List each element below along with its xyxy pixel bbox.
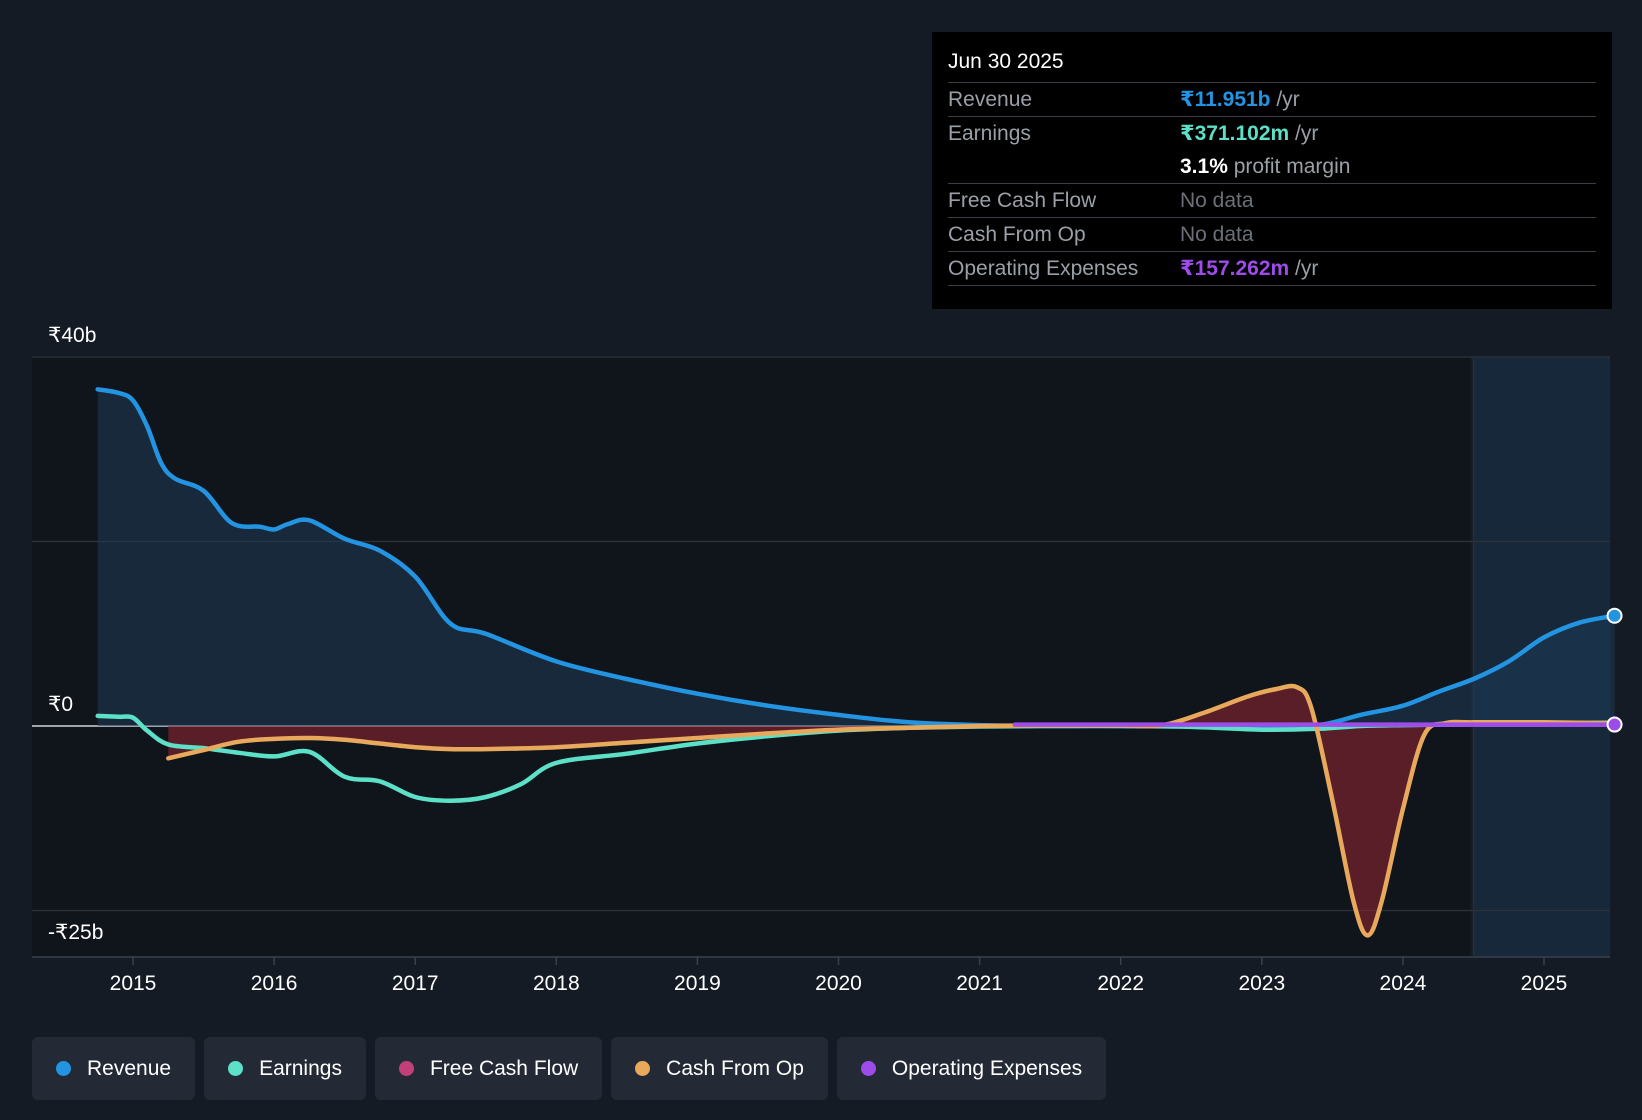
tooltip-value: No data [1180,189,1254,212]
tooltip-value: ₹371.102m [1180,122,1290,145]
legend-item-earnings[interactable]: Earnings [204,1037,366,1100]
x-tick-label: 2025 [1521,972,1568,995]
y-tick-label: ₹40b [48,324,96,347]
revenue-line [95,387,1617,729]
x-axis: 2015 2016 2017 2018 2019 2020 2021 2022 2023 2024… [110,957,1568,995]
legend-label: Cash From Op [666,1056,804,1080]
tooltip-value: ₹11.951b [1180,88,1271,111]
tooltip-unit: profit margin [1227,155,1351,178]
tooltip-label [948,150,1180,183]
tooltip-unit: /yr [1289,257,1319,280]
tooltip-row-cash-from-op: Cash From Op No data [948,218,1596,252]
x-tick-label: 2019 [674,972,721,995]
x-tick-label: 2023 [1238,972,1285,995]
tooltip-unit: /yr [1289,122,1319,145]
operating-expenses-end-marker[interactable] [1606,716,1623,733]
legend-dot-icon [228,1061,244,1076]
legend-label: Free Cash Flow [429,1056,579,1080]
series-lines [95,387,1617,938]
y-tick-label: ₹0 [48,693,73,716]
legend-label: Operating Expenses [891,1056,1083,1080]
legend-item-free-cash-flow[interactable]: Free Cash Flow [374,1037,603,1100]
tooltip-row-operating-expenses: Operating Expenses ₹157.262m /yr [948,252,1596,286]
tooltip-row-profit-margin: 3.1% profit margin [948,150,1596,184]
legend-item-revenue[interactable]: Revenue [32,1037,196,1100]
tooltip-label: Free Cash Flow [948,189,1097,212]
legend-item-cash-from-op[interactable]: Cash From Op [611,1037,828,1100]
tooltip-value: No data [1180,223,1254,246]
tooltip-label: Cash From Op [948,223,1086,246]
tooltip-label: Revenue [948,88,1033,111]
tooltip-unit: /yr [1270,88,1300,111]
legend-dot-icon [56,1061,71,1076]
revenue-end-marker[interactable] [1606,607,1623,624]
tooltip-label: Earnings [948,122,1031,145]
x-tick-label: 2015 [110,972,157,995]
tooltip-row-revenue: Revenue ₹11.951b /yr [948,83,1596,117]
tooltip-value: 3.1% [1180,155,1228,178]
tooltip-label: Operating Expenses [948,257,1139,280]
x-tick-label: 2020 [815,972,862,995]
legend-dot-icon [860,1061,876,1076]
x-tick-label: 2018 [533,972,580,995]
tooltip-date: Jun 30 2025 [948,46,1596,83]
x-tick-label: 2016 [251,972,298,995]
x-tick-label: 2024 [1380,972,1427,995]
legend-dot-icon [635,1061,651,1076]
area-fills [97,389,1615,936]
legend-item-operating-expenses[interactable]: Operating Expenses [836,1037,1107,1100]
y-axis: ₹40b ₹0 -₹25b [48,324,103,944]
x-tick-label: 2022 [1097,972,1144,995]
legend-dot-icon [398,1061,414,1076]
tooltip-row-earnings: Earnings ₹371.102m /yr [948,117,1596,150]
y-tick-label: -₹25b [48,921,103,944]
tooltip: Jun 30 2025 Revenue ₹11.951b /yr Earning… [932,32,1612,309]
tooltip-value: ₹157.262m [1180,257,1290,280]
x-tick-label: 2017 [392,972,439,995]
legend-label: Revenue [87,1056,172,1080]
legend: Revenue Earnings Free Cash Flow Cash Fro… [32,1037,1107,1100]
tooltip-row-free-cash-flow: Free Cash Flow No data [948,184,1596,218]
legend-label: Earnings [259,1056,342,1080]
revenue-area [97,389,1615,727]
end-markers[interactable] [1606,607,1623,733]
x-tick-label: 2021 [956,972,1003,995]
